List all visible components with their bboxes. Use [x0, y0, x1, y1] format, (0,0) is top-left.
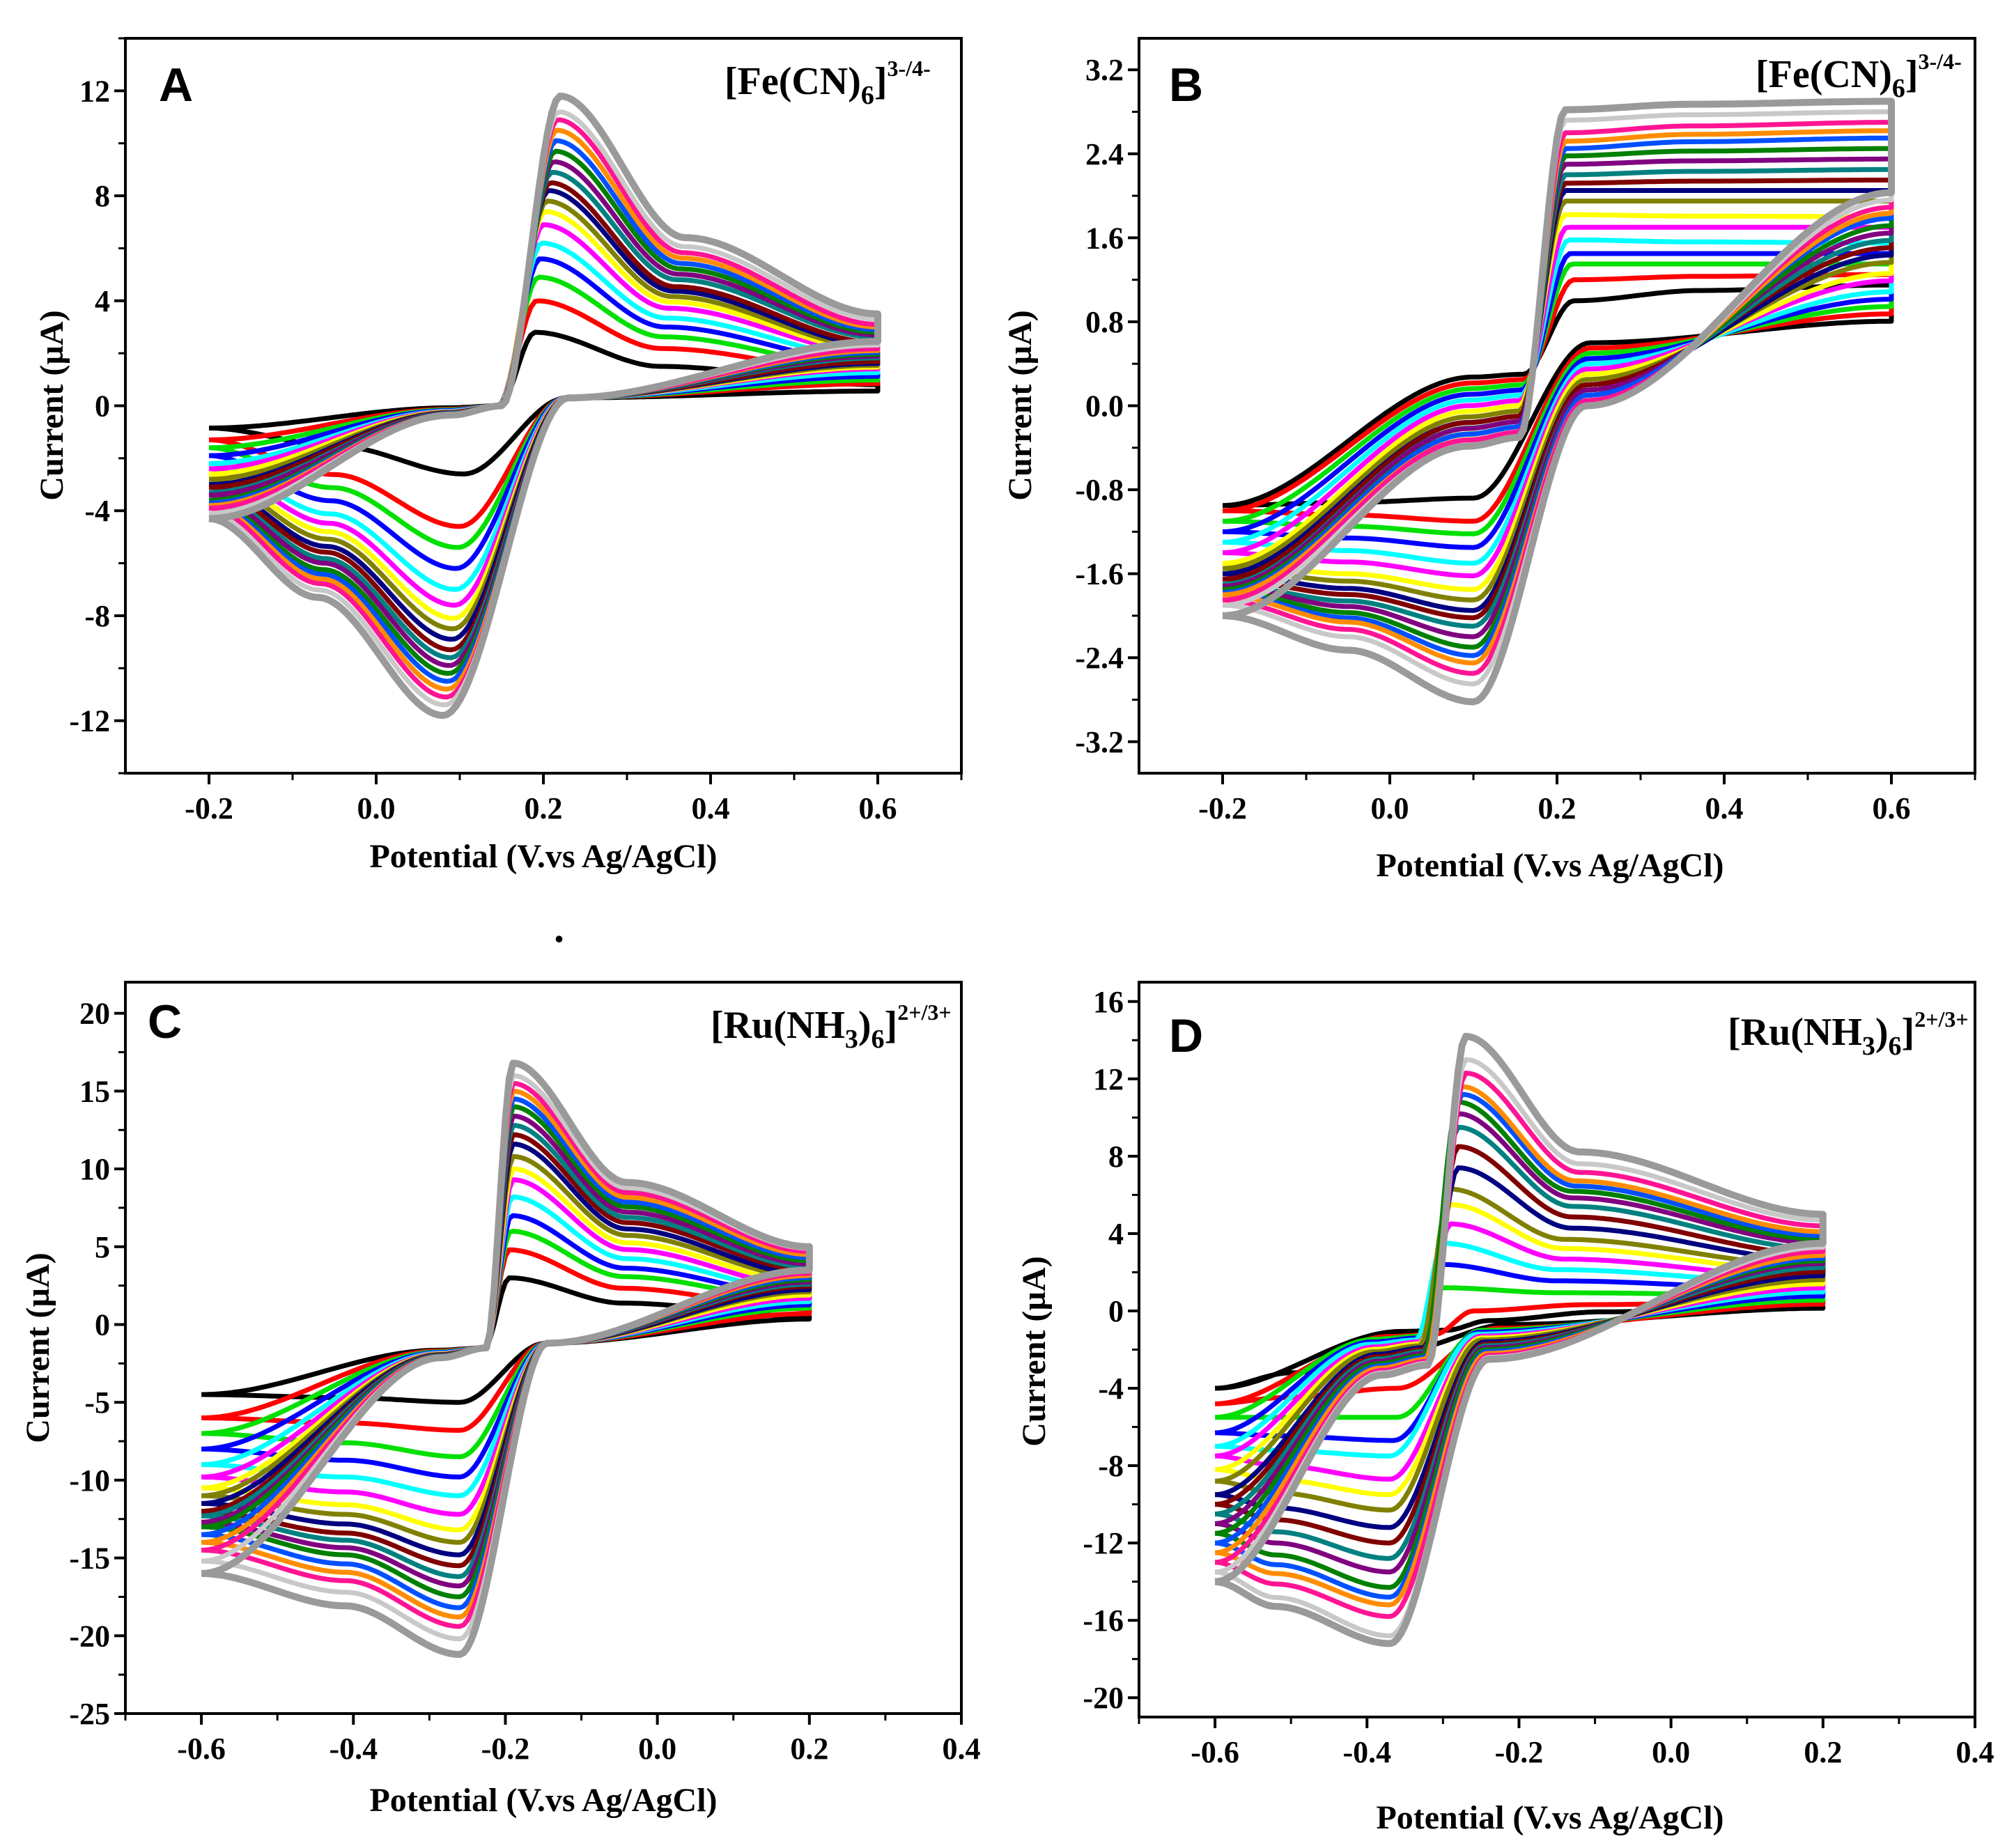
panel-c-ylabel: Current (µA): [20, 1252, 56, 1443]
panel-a-ytick-label: 8: [95, 179, 110, 213]
panel-d-xtick-label: 0.2: [1804, 1735, 1842, 1769]
panel-a-xtick-label: 0.2: [525, 791, 563, 825]
panel-c-ytick-label: -5: [84, 1385, 110, 1420]
panel-a-xlabel: Potential (V.vs Ag/AgCl): [369, 838, 717, 875]
panel-c-ytick-label: 5: [95, 1230, 110, 1264]
panel-c-axes-frame: [124, 981, 963, 1715]
panel-d-xtick-label: -0.6: [1191, 1735, 1239, 1769]
panel-d-xtick-label: -0.2: [1495, 1735, 1544, 1769]
panel-c-curves: [201, 1059, 813, 1659]
panel-c-xtick-label: -0.6: [177, 1732, 226, 1766]
panel-c-xlabel: Potential (V.vs Ag/AgCl): [369, 1782, 717, 1819]
panel-d-ytick-label: -16: [1083, 1604, 1124, 1638]
panel-a-xtick-label: -0.2: [185, 791, 233, 825]
panel-d-xlabel: Potential (V.vs Ag/AgCl): [1376, 1799, 1723, 1836]
panel-a-ytick-label: -12: [69, 704, 110, 738]
panel-d-xtick-label: 0.0: [1652, 1735, 1690, 1769]
panel-a-letter: A: [159, 59, 193, 111]
panel-a-ytick-label: 12: [79, 74, 110, 108]
panel-d-curves: [1214, 1032, 1827, 1647]
panel-c-xtick-label: -0.2: [481, 1732, 530, 1766]
panel-c-ytick-label: -10: [69, 1463, 110, 1498]
panel-b-ytick-label: 0.0: [1085, 389, 1124, 424]
panel-d-ytick-label: 0: [1108, 1294, 1124, 1328]
panel-c-ytick-label: 20: [79, 997, 110, 1031]
panel-c-cv-series-13: [201, 1104, 812, 1599]
panel-b-xtick-label: 0.0: [1371, 791, 1409, 825]
panel-b-xtick-label: 0.2: [1538, 791, 1577, 825]
panel-d-ytick-label: 8: [1108, 1140, 1124, 1174]
panel-b-ylabel: Current (µA): [1002, 310, 1039, 500]
panel-c-species-label: [Ru(NH3)6]2+/3+: [711, 1000, 952, 1054]
panel-a-ticks: -0.2 0.0 0.2 0.4 0.6 -12 -8 -4 0 4 8 12: [69, 37, 963, 825]
panel-a-ytick-label: -4: [84, 494, 110, 528]
panel-a: -0.2 0.0 0.2 0.4 0.6 -12 -8 -4 0 4 8 12 A [Fe(CN)6]…: [33, 37, 963, 875]
panel-a-xtick-label: 0.4: [692, 791, 730, 825]
panel-c-xtick-label: 0.2: [790, 1732, 828, 1766]
panel-a-ytick-label: 4: [95, 284, 110, 318]
panel-c: -0.6 -0.4 -0.2 0.0 0.2 0.4 -25 -20 -15 -10 -5 0 5 10 1…: [20, 981, 981, 1819]
panel-d-ytick-label: 12: [1093, 1062, 1124, 1096]
panel-c-ytick-label: 10: [79, 1152, 110, 1186]
panel-c-xtick-label: 0.4: [943, 1732, 981, 1766]
panel-b-ytick-label: -2.4: [1075, 641, 1124, 675]
panel-c-ytick-label: 15: [79, 1074, 110, 1108]
panel-b-ytick-label: -3.2: [1075, 725, 1124, 759]
panel-d-ytick-label: -4: [1098, 1372, 1124, 1406]
panel-c-letter: C: [148, 995, 182, 1048]
panel-b-ytick-label: 1.6: [1085, 221, 1124, 255]
panel-d-ytick-label: -12: [1083, 1526, 1124, 1560]
panel-c-ytick-label: -15: [69, 1542, 110, 1576]
panel-d-cv-series-18: [1214, 1032, 1827, 1647]
panel-d-species-label: [Ru(NH3)6]2+/3+: [1728, 1007, 1969, 1061]
panel-b-ytick-label: 2.4: [1085, 137, 1124, 171]
panel-c-xtick-label: -0.4: [329, 1732, 378, 1766]
panel-d-ytick-label: -20: [1083, 1681, 1124, 1715]
panel-a-ytick-label: 0: [95, 389, 110, 424]
panel-a-curves: [208, 92, 881, 720]
panel-b-ytick-label: 3.2: [1085, 53, 1124, 87]
panel-d-xtick-label: 0.4: [1956, 1735, 1994, 1769]
panel-d-ticks: -0.6 -0.4 -0.2 0.0 0.2 0.4 -20 -16 -12 -8 -4 0 4 8 12 1…: [1083, 985, 1994, 1769]
panel-c-ytick-label: 0: [95, 1307, 110, 1342]
panel-b-species-label: [Fe(CN)6]3-/4-: [1756, 49, 1962, 103]
panel-d-ylabel: Current (µA): [1016, 1256, 1053, 1446]
panel-b-letter: B: [1169, 59, 1203, 111]
panel-d-cv-series-13: [1214, 1099, 1826, 1590]
panel-a-ytick-label: -8: [84, 599, 110, 633]
panel-b-cv-series-18: [1222, 98, 1895, 706]
panel-b-curves: [1222, 98, 1895, 706]
panel-d-ytick-label: 4: [1108, 1217, 1124, 1251]
panel-a-xtick-label: 0.0: [357, 791, 396, 825]
panel-b: -0.2 0.0 0.2 0.4 0.6 -3.2 -2.4 -1.6 -0.8 0.0 0.8 1.…: [1002, 37, 1976, 884]
panel-d-letter: D: [1169, 1009, 1203, 1062]
panel-d-xtick-label: -0.4: [1342, 1735, 1391, 1769]
panel-b-ytick-label: -1.6: [1075, 557, 1124, 591]
panel-d-ytick-label: -8: [1098, 1449, 1124, 1483]
panel-c-ticks: -0.6 -0.4 -0.2 0.0 0.2 0.4 -25 -20 -15 -10 -5 0 5 10 1…: [69, 997, 980, 1766]
panel-b-ticks: -0.2 0.0 0.2 0.4 0.6 -3.2 -2.4 -1.6 -0.8 0.0 0.8 1.…: [1075, 53, 1976, 825]
stray-dot-mark: .: [554, 905, 564, 951]
panel-c-cv-series-18: [201, 1059, 813, 1659]
panel-c-ytick-label: -20: [69, 1619, 110, 1653]
panel-b-xtick-label: 0.4: [1705, 791, 1744, 825]
panel-b-ytick-label: 0.8: [1085, 305, 1124, 339]
panel-b-xtick-label: -0.2: [1198, 791, 1247, 825]
panel-a-ylabel: Current (µA): [33, 310, 70, 500]
panel-a-xtick-label: 0.6: [859, 791, 897, 825]
panel-a-cv-series-18: [208, 92, 881, 720]
panel-d: -0.6 -0.4 -0.2 0.0 0.2 0.4 -20 -16 -12 -8 -4 0 4 8 12 1…: [1016, 981, 1994, 1836]
panel-b-ytick-label: -0.8: [1075, 473, 1124, 507]
panel-c-xtick-label: 0.0: [638, 1732, 676, 1766]
panel-d-ytick-label: 16: [1093, 985, 1124, 1019]
panel-b-xlabel: Potential (V.vs Ag/AgCl): [1376, 847, 1723, 884]
panel-c-ytick-label: -25: [69, 1697, 110, 1731]
panel-b-xtick-label: 0.6: [1873, 791, 1911, 825]
panel-a-species-label: [Fe(CN)6]3-/4-: [725, 56, 931, 110]
